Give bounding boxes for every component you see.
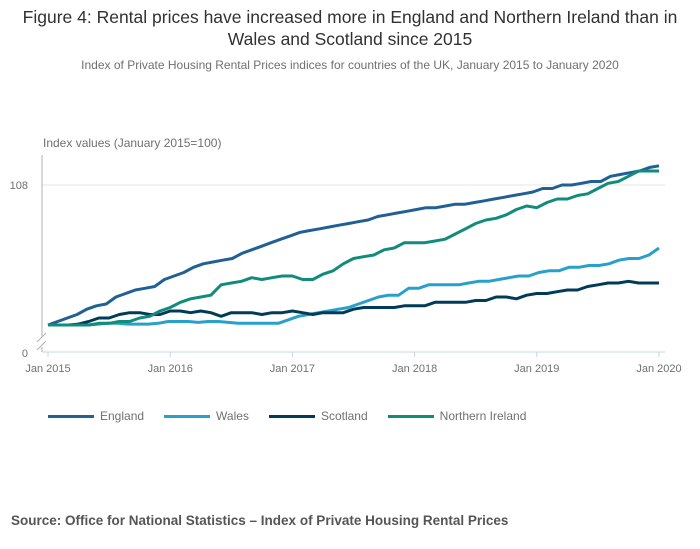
legend-swatch-wales bbox=[164, 414, 211, 418]
source-note: Source: Office for National Statistics –… bbox=[11, 513, 509, 528]
x-tick-label: Jan 2016 bbox=[148, 363, 193, 375]
legend: England Wales Scotland Northern Ireland bbox=[48, 409, 546, 423]
axis-break-mark-1 bbox=[36, 332, 47, 343]
legend-label-england: England bbox=[100, 409, 145, 423]
x-tick-label: Jan 2018 bbox=[392, 363, 437, 375]
legend-item-wales[interactable]: Wales bbox=[164, 409, 249, 423]
x-tick-label: Jan 2019 bbox=[514, 363, 559, 375]
line-chart: Index values (January 2015=100) 108 0 Ja… bbox=[10, 136, 682, 375]
legend-label-northern-ireland: Northern Ireland bbox=[439, 409, 527, 423]
legend-swatch-northern-ireland bbox=[387, 414, 434, 418]
legend-swatch-england bbox=[48, 414, 94, 418]
x-tick-label: Jan 2015 bbox=[25, 363, 70, 375]
series-line-england[interactable] bbox=[47, 164, 660, 327]
x-tick-label: Jan 2020 bbox=[636, 363, 681, 375]
legend-label-wales: Wales bbox=[216, 409, 249, 423]
legend-swatch-scotland bbox=[268, 414, 315, 418]
y-axis-label: Index values (January 2015=100) bbox=[43, 136, 221, 150]
x-tick-label: Jan 2017 bbox=[270, 363, 315, 375]
axis-break-mark-2 bbox=[36, 340, 47, 351]
legend-item-northern-ireland[interactable]: Northern Ireland bbox=[387, 409, 527, 423]
y-tick-label-108: 108 bbox=[10, 180, 28, 192]
series-line-northern-ireland[interactable] bbox=[48, 169, 659, 327]
series-line-wales[interactable] bbox=[48, 246, 660, 327]
y-tick-label-0: 0 bbox=[22, 348, 28, 360]
chart-subtitle: Index of Private Housing Rental Prices i… bbox=[81, 58, 619, 72]
legend-label-scotland: Scotland bbox=[320, 409, 368, 423]
legend-item-scotland[interactable]: Scotland bbox=[268, 409, 368, 423]
series-line-scotland[interactable] bbox=[48, 279, 659, 327]
chart-title: Figure 4: Rental prices have increased m… bbox=[22, 7, 678, 49]
legend-item-england[interactable]: England bbox=[48, 409, 144, 423]
